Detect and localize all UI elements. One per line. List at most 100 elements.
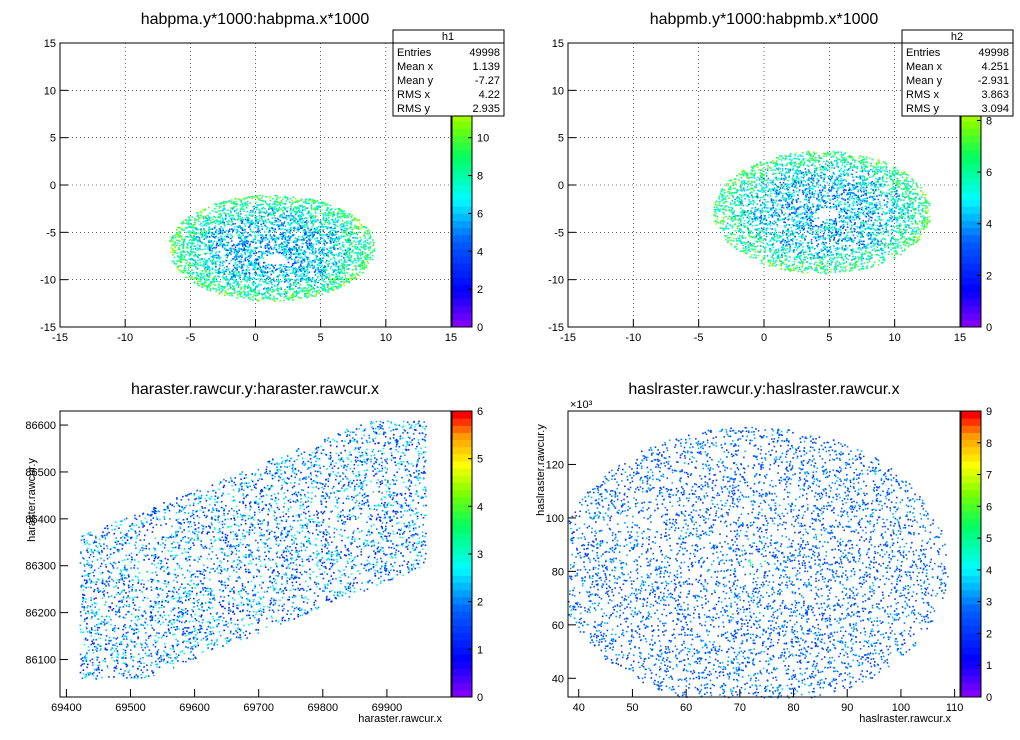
data-cell — [182, 241, 185, 244]
data-cell — [239, 226, 241, 229]
data-cell — [762, 231, 765, 234]
data-cell — [304, 270, 306, 273]
data-cell — [211, 231, 213, 234]
data-cell — [316, 286, 319, 288]
data-cell — [337, 282, 340, 285]
data-cell — [888, 243, 890, 245]
data-cell — [337, 207, 339, 210]
data-cell — [221, 231, 223, 234]
data-cell — [250, 215, 253, 217]
data-cell — [249, 279, 251, 282]
data-cell — [290, 252, 292, 254]
data-cell — [344, 212, 346, 215]
data-cell — [813, 196, 815, 198]
data-cell — [243, 273, 246, 275]
data-cell — [277, 236, 280, 238]
data-cell — [304, 255, 306, 257]
data-cell — [289, 210, 291, 212]
data-cell — [738, 173, 740, 175]
data-cell — [234, 263, 236, 265]
data-cell — [278, 251, 280, 254]
data-cell — [875, 171, 878, 174]
data-cell — [915, 230, 918, 233]
data-cell — [342, 246, 345, 248]
data-cell — [903, 203, 906, 205]
data-cell — [240, 219, 243, 222]
data-cell — [784, 217, 787, 219]
data-cell — [320, 270, 323, 273]
data-cell — [211, 228, 214, 230]
data-cell — [910, 191, 913, 193]
data-cell — [214, 254, 217, 257]
data-cell — [276, 217, 279, 220]
data-cell — [301, 212, 304, 215]
palette-band — [452, 185, 472, 193]
data-cell — [792, 237, 795, 240]
data-cell — [343, 281, 345, 284]
data-cell — [306, 272, 309, 275]
data-cell — [858, 207, 861, 210]
data-cell — [314, 261, 316, 264]
data-cell — [820, 271, 822, 274]
data-cell — [805, 198, 808, 201]
data-cell — [260, 277, 263, 280]
data-cell — [245, 293, 248, 296]
data-cell — [925, 194, 927, 196]
data-cell — [310, 213, 313, 215]
data-cell — [295, 247, 297, 249]
data-cell — [364, 237, 367, 240]
data-cell — [286, 290, 289, 293]
data-cell — [212, 221, 214, 224]
data-cell — [215, 290, 217, 293]
data-cell — [247, 234, 250, 237]
data-cell — [350, 279, 353, 281]
data-cell — [230, 249, 232, 251]
data-cell — [183, 258, 185, 261]
data-cell — [303, 273, 306, 276]
data-cell — [264, 279, 267, 281]
data-cell — [218, 232, 220, 235]
data-cell — [261, 235, 264, 237]
data-cell — [358, 219, 360, 222]
data-cell — [343, 229, 345, 232]
data-cell — [288, 237, 291, 240]
data-cell — [829, 178, 832, 181]
data-cell — [822, 199, 824, 202]
data-cell — [325, 290, 327, 293]
palette-band — [452, 114, 472, 122]
data-cell — [810, 238, 813, 241]
data-cell — [847, 155, 850, 158]
data-cell — [303, 290, 306, 292]
data-cell — [895, 196, 898, 198]
data-cell — [240, 253, 243, 256]
data-cell — [303, 251, 306, 254]
data-cell — [360, 268, 362, 270]
data-cell — [187, 272, 190, 275]
data-cell — [195, 261, 197, 264]
data-cell — [344, 276, 347, 279]
data-cell — [279, 233, 282, 236]
data-cell — [347, 239, 350, 242]
data-cell — [296, 294, 298, 296]
data-cell — [772, 199, 775, 202]
data-cell — [282, 265, 285, 268]
data-cell — [233, 201, 235, 203]
data-cell — [234, 218, 237, 221]
data-cell — [246, 210, 249, 213]
data-cell — [328, 272, 330, 275]
data-cell — [248, 273, 251, 276]
data-cell — [304, 292, 307, 295]
data-cell — [265, 282, 268, 284]
data-cell — [357, 265, 360, 267]
data-cell — [265, 277, 268, 280]
data-cell — [335, 241, 338, 243]
data-cell — [345, 252, 348, 254]
data-cell — [733, 201, 736, 203]
data-cell — [291, 272, 294, 274]
data-cell — [738, 217, 741, 220]
data-cell — [897, 184, 900, 187]
data-cell — [226, 254, 229, 257]
data-cell — [225, 214, 227, 217]
data-cell — [346, 280, 348, 283]
data-cell — [294, 279, 297, 282]
